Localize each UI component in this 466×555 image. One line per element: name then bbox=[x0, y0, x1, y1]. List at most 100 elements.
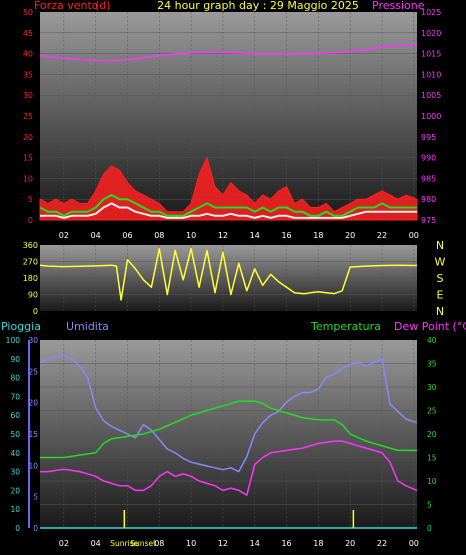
temp-y-tick: 0 bbox=[427, 524, 432, 533]
rain-label: Pioggia bbox=[1, 320, 41, 333]
humidity-y-tick: 100 bbox=[6, 336, 21, 345]
pressure-y-tick: 985 bbox=[421, 174, 436, 183]
direction-y-tick: 0 bbox=[33, 307, 38, 316]
wind-y-tick: 45 bbox=[23, 29, 33, 38]
wind-x-tick: 08 bbox=[154, 231, 164, 240]
temp-y-tick: 10 bbox=[427, 477, 437, 486]
wind-x-tick: 10 bbox=[186, 231, 196, 240]
temp-y-tick: 15 bbox=[427, 454, 437, 463]
rain-y-tick: 0 bbox=[33, 524, 38, 533]
pressure-y-tick: 1000 bbox=[421, 112, 441, 121]
direction-y-tick: 90 bbox=[28, 291, 38, 300]
humidity-y-tick: 90 bbox=[10, 355, 20, 364]
rain-y-tick: 10 bbox=[28, 461, 38, 470]
wind-x-tick: 02 bbox=[59, 231, 69, 240]
pressure-line bbox=[39, 43, 418, 62]
sunset-label: Sunset bbox=[130, 539, 156, 548]
pressure-y-tick: 980 bbox=[421, 195, 436, 204]
humidity-y-tick: 60 bbox=[10, 411, 20, 420]
wind-y-tick: 40 bbox=[23, 50, 33, 59]
temp-x-tick: 18 bbox=[313, 539, 323, 548]
direction-y-tick: 360 bbox=[23, 241, 38, 250]
temp-x-tick: 02 bbox=[59, 539, 69, 548]
compass-label: W bbox=[435, 256, 446, 269]
rain-y-tick: 5 bbox=[33, 493, 38, 502]
humidity-y-tick: 30 bbox=[10, 468, 20, 477]
pressure-y-tick: 1020 bbox=[421, 29, 441, 38]
temperature-label: Temperatura bbox=[310, 320, 381, 333]
wind-force-label: Forza vento bbox=[34, 0, 99, 12]
wind-x-tick: 20 bbox=[345, 231, 355, 240]
pressure-y-tick: 1025 bbox=[421, 8, 441, 17]
compass-label: E bbox=[437, 289, 444, 302]
temp-x-tick: 22 bbox=[377, 539, 387, 548]
wind-x-tick: 14 bbox=[250, 231, 260, 240]
wind-y-tick: 5 bbox=[28, 195, 33, 204]
wind-x-tick: 12 bbox=[218, 231, 228, 240]
pressure-y-tick: 1010 bbox=[421, 70, 441, 79]
humidity-y-tick: 10 bbox=[10, 505, 20, 514]
wind-x-tick: 22 bbox=[377, 231, 387, 240]
rain-y-tick: 20 bbox=[28, 399, 38, 408]
humidity-y-tick: 80 bbox=[10, 374, 20, 383]
temperature-line bbox=[40, 400, 417, 459]
wind-x-tick: 18 bbox=[313, 231, 323, 240]
pressure-y-tick: 990 bbox=[421, 154, 436, 163]
temp-x-tick: 14 bbox=[250, 539, 260, 548]
pressure-y-tick: 1005 bbox=[421, 91, 441, 100]
humidity-line bbox=[39, 354, 418, 473]
wind-unit-label: (d) bbox=[95, 0, 111, 12]
rain-y-tick: 15 bbox=[28, 430, 38, 439]
wind-x-tick: 06 bbox=[122, 231, 132, 240]
wind-speed-area bbox=[39, 156, 418, 221]
temp-x-tick: 04 bbox=[91, 539, 101, 548]
wind-y-tick: 30 bbox=[23, 91, 33, 100]
temp-y-tick: 5 bbox=[427, 501, 432, 510]
pressure-y-tick: 975 bbox=[421, 216, 436, 225]
wind-y-tick: 0 bbox=[28, 216, 33, 225]
compass-label: N bbox=[436, 239, 444, 252]
humidity-y-tick: 0 bbox=[15, 524, 20, 533]
direction-y-tick: 180 bbox=[23, 274, 38, 283]
wind-x-tick: 04 bbox=[91, 231, 101, 240]
wind-x-tick: 00 bbox=[409, 231, 419, 240]
direction-line bbox=[39, 247, 418, 301]
pressure-y-tick: 995 bbox=[421, 133, 436, 142]
dew-point-label: Dew Point (°C) bbox=[394, 320, 466, 333]
humidity-y-tick: 40 bbox=[10, 449, 20, 458]
temp-x-tick: 16 bbox=[281, 539, 291, 548]
rain-y-tick: 25 bbox=[28, 367, 38, 376]
humidity-y-tick: 20 bbox=[10, 486, 20, 495]
temp-x-tick: 10 bbox=[186, 539, 196, 548]
humidity-y-tick: 50 bbox=[10, 430, 20, 439]
pressure-label: Pressione bbox=[372, 0, 425, 12]
compass-label: N bbox=[436, 305, 444, 318]
temp-y-tick: 40 bbox=[427, 336, 437, 345]
temp-y-tick: 30 bbox=[427, 383, 437, 392]
pressure-y-tick: 1015 bbox=[421, 50, 441, 59]
humidity-y-tick: 70 bbox=[10, 392, 20, 401]
temp-x-tick: 00 bbox=[409, 539, 419, 548]
temp-x-tick: 20 bbox=[345, 539, 355, 548]
wind-x-tick: 16 bbox=[281, 231, 291, 240]
gust-line bbox=[39, 194, 417, 217]
wind-avg-line bbox=[40, 202, 417, 219]
humidity-label: Umidita bbox=[66, 320, 109, 333]
wind-y-tick: 15 bbox=[23, 154, 33, 163]
dew-point-line bbox=[40, 440, 418, 496]
temp-y-tick: 20 bbox=[427, 430, 437, 439]
wind-y-tick: 50 bbox=[23, 8, 33, 17]
page-title: 24 hour graph day : 29 Maggio 2025 bbox=[157, 0, 359, 12]
temp-y-tick: 35 bbox=[427, 360, 437, 369]
compass-label: S bbox=[437, 272, 444, 285]
temp-y-tick: 25 bbox=[427, 407, 437, 416]
rain-y-tick: 30 bbox=[28, 336, 38, 345]
direction-y-tick: 270 bbox=[23, 258, 38, 267]
wind-y-tick: 25 bbox=[23, 112, 33, 121]
sunrise-label: Sunrise bbox=[110, 539, 138, 548]
temp-x-tick: 08 bbox=[154, 539, 164, 548]
